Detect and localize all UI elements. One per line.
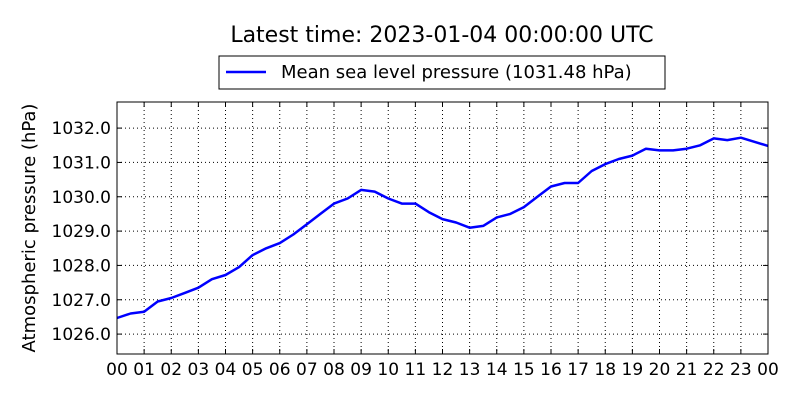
x-tick-label: 04 <box>215 360 237 380</box>
x-tick-label: 21 <box>676 360 698 380</box>
x-tick-label: 19 <box>622 360 644 380</box>
y-tick-label: 1032.0 <box>52 119 111 139</box>
x-tick-label: 08 <box>323 360 345 380</box>
y-tick-label: 1028.0 <box>52 256 111 276</box>
x-tick-label: 00 <box>106 360 128 380</box>
x-tick-label: 07 <box>296 360 318 380</box>
y-tick-label: 1027.0 <box>52 291 111 311</box>
x-tick-label: 09 <box>350 360 372 380</box>
x-tick-label: 15 <box>513 360 535 380</box>
x-tick-label: 10 <box>377 360 399 380</box>
y-tick-label: 1029.0 <box>52 222 111 242</box>
x-tick-label: 22 <box>703 360 725 380</box>
x-tick-label: 12 <box>432 360 454 380</box>
x-tick-label: 03 <box>188 360 210 380</box>
legend-box <box>218 55 666 90</box>
y-tick-label: 1030.0 <box>52 188 111 208</box>
y-tick-label: 1026.0 <box>52 325 111 345</box>
x-tick-label: 06 <box>269 360 291 380</box>
x-tick-label: 00 <box>757 360 779 380</box>
x-tick-label: 02 <box>160 360 182 380</box>
series-line-mean-sea-level-pressure <box>116 136 769 320</box>
y-axis-label: Atmospheric pressure (hPa) <box>19 104 40 353</box>
legend-label: Mean sea level pressure (1031.48 hPa) <box>281 62 632 83</box>
x-tick-label: 16 <box>540 360 562 380</box>
x-tick-label: 01 <box>133 360 155 380</box>
x-tick-label: 17 <box>567 360 589 380</box>
x-tick-label: 13 <box>459 360 481 380</box>
chart-title: Latest time: 2023-01-04 00:00:00 UTC <box>230 23 653 48</box>
x-tick-label: 20 <box>649 360 671 380</box>
y-tick-label: 1031.0 <box>52 153 111 173</box>
x-tick-label: 14 <box>486 360 508 380</box>
legend: Mean sea level pressure (1031.48 hPa) <box>218 55 666 90</box>
x-tick-label: 18 <box>594 360 616 380</box>
x-tick-label: 11 <box>405 360 427 380</box>
plot-frame <box>116 101 769 355</box>
x-tick-label: 23 <box>730 360 752 380</box>
x-tick-label: 05 <box>242 360 264 380</box>
